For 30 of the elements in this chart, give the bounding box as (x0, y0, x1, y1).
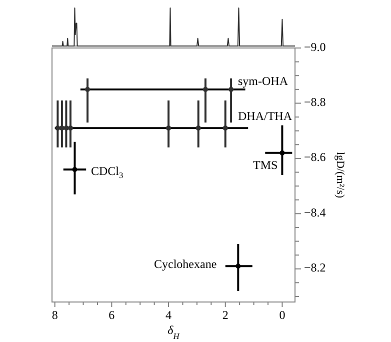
annotation: Cyclohexane (154, 256, 217, 271)
point (166, 126, 172, 131)
x-tick-label: 0 (279, 308, 286, 322)
annotation: sym-OHA (238, 74, 288, 88)
point (55, 126, 60, 131)
annotation: CDCl$_{3}$ (91, 164, 124, 180)
point (85, 86, 90, 92)
x-tick-label: 8 (52, 308, 58, 322)
y-tick-label: −8.6 (304, 150, 326, 164)
point (68, 126, 73, 131)
y-tick-label: −8.8 (304, 94, 326, 109)
annotation: DHA/THA (238, 108, 292, 123)
y-tick-label: −8.4 (304, 205, 326, 220)
point (64, 126, 69, 131)
x-tick-label: 4 (166, 308, 172, 322)
annotation: TMS (253, 158, 278, 172)
point (202, 86, 208, 92)
point (222, 126, 228, 131)
point (228, 86, 234, 92)
x-tick-label: 2 (222, 308, 228, 322)
point (280, 150, 285, 156)
point (72, 166, 78, 172)
point (196, 126, 201, 131)
point (59, 126, 64, 131)
x-axis-title: δ$_{H}$ (168, 323, 180, 340)
y-tick-label: −9.0 (304, 40, 326, 54)
point (236, 264, 241, 269)
y-tick-label: −8.2 (304, 260, 326, 275)
y-axis-title: lgD/(m²/s) (334, 152, 346, 198)
x-tick-label: 6 (108, 308, 115, 322)
